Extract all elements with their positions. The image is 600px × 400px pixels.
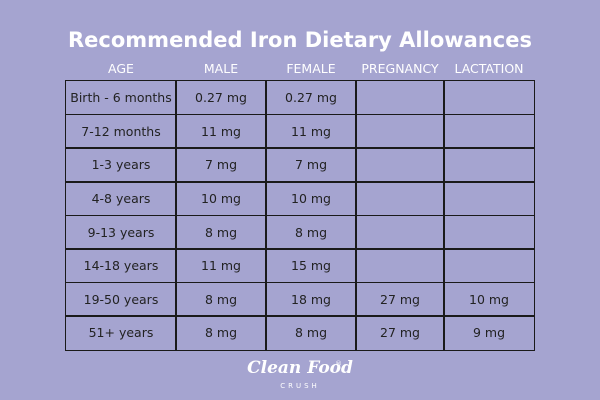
- table-cell: 14-18 years: [65, 248, 177, 284]
- table-cell: 9-13 years: [65, 214, 177, 250]
- table-cell: 11 mg: [175, 248, 267, 284]
- table-cell: 19-50 years: [65, 281, 177, 317]
- table-cell: 7-12 months: [65, 113, 177, 149]
- empty-cell: [355, 214, 445, 250]
- logo-mark: ®: [335, 360, 342, 368]
- table-cell: Birth - 6 months: [65, 80, 177, 116]
- table-cell: 8 mg: [265, 315, 357, 351]
- table-cell: 11 mg: [175, 113, 267, 149]
- empty-cell: [443, 214, 535, 250]
- table-cell: 8 mg: [175, 315, 267, 351]
- column-header: FEMALE: [286, 61, 336, 76]
- table-cell: 18 mg: [265, 281, 357, 317]
- table-cell: 8 mg: [175, 214, 267, 250]
- table-cell: 11 mg: [265, 113, 357, 149]
- empty-cell: [443, 181, 535, 217]
- empty-cell: [355, 147, 445, 183]
- empty-cell: [443, 147, 535, 183]
- table-cell: 15 mg: [265, 248, 357, 284]
- empty-cell: [355, 80, 445, 116]
- empty-cell: [355, 113, 445, 149]
- table-cell: 10 mg: [265, 181, 357, 217]
- table-cell: 8 mg: [265, 214, 357, 250]
- table-cell: 10 mg: [175, 181, 267, 217]
- column-header: LACTATION: [454, 61, 524, 76]
- column-header: MALE: [203, 61, 239, 76]
- table-cell: 10 mg: [443, 281, 535, 317]
- empty-cell: [443, 113, 535, 149]
- column-header: PREGNANCY: [361, 61, 439, 76]
- title: Recommended Iron Dietary Allowances: [68, 28, 532, 52]
- table-cell: 0.27 mg: [175, 80, 267, 116]
- table-cell: 27 mg: [355, 281, 445, 317]
- logo-tagline: CRUSH: [280, 382, 320, 390]
- table-cell: 27 mg: [355, 315, 445, 351]
- logo-name: Clean Food: [247, 358, 353, 378]
- table-cell: 1-3 years: [65, 147, 177, 183]
- empty-cell: [355, 248, 445, 284]
- table-cell: 4-8 years: [65, 181, 177, 217]
- table-cell: 0.27 mg: [265, 80, 357, 116]
- table-cell: 51+ years: [65, 315, 177, 351]
- table-cell: 7 mg: [265, 147, 357, 183]
- table-cell: 7 mg: [175, 147, 267, 183]
- empty-cell: [443, 248, 535, 284]
- empty-cell: [443, 80, 535, 116]
- empty-cell: [355, 181, 445, 217]
- table-cell: 9 mg: [443, 315, 535, 351]
- table-cell: 8 mg: [175, 281, 267, 317]
- column-header: AGE: [108, 61, 134, 76]
